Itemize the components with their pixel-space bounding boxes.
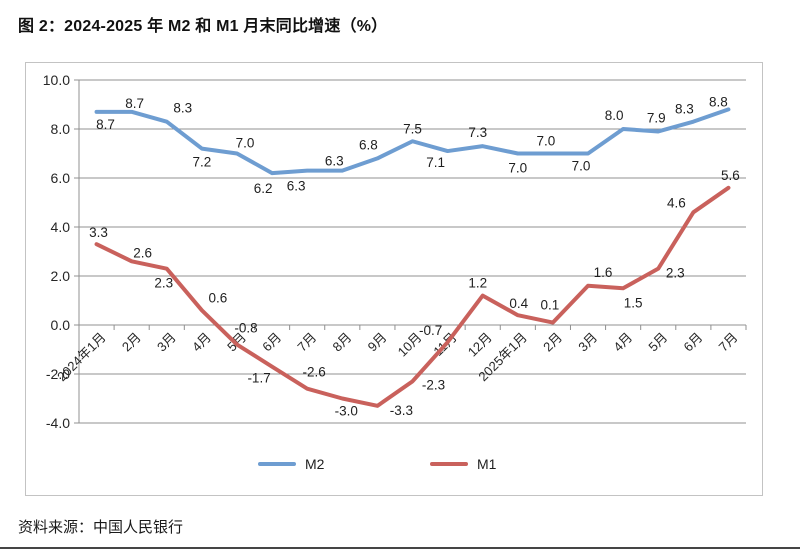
m2-data-label: 7.9 (647, 110, 666, 125)
m1-data-label: 1.5 (624, 295, 643, 310)
m2-data-label: 7.0 (572, 159, 591, 174)
m2-line (94, 107, 731, 176)
m1-data-label: 1.6 (594, 265, 613, 280)
legend-swatch-m2 (258, 462, 296, 466)
legend-item-m2[interactable]: M2 (258, 455, 324, 473)
m1-data-label: 2.6 (133, 245, 152, 260)
legend-label-m1: M1 (477, 456, 497, 472)
chart-canvas: 10.0 8.0 6.0 4.0 2.0 0.0 -2.0 -4.0 2024年1月 2月 3月 4月… (43, 72, 747, 431)
m1-data-label: -2.3 (422, 377, 445, 392)
x-axis-label: 8月 (329, 330, 354, 355)
m2-data-label: 7.0 (236, 136, 255, 151)
legend-item-m1[interactable]: M1 (430, 455, 496, 473)
m2-data-label: 8.7 (125, 96, 144, 111)
x-axis-label: 5月 (645, 330, 670, 355)
x-axis-label: 2月 (540, 330, 565, 355)
y-axis-label: 4.0 (51, 219, 71, 235)
m1-data-label: 0.1 (541, 298, 560, 313)
m1-line (94, 185, 731, 408)
m1-data-label: -0.7 (419, 323, 442, 338)
m2-data-label: 8.0 (605, 108, 624, 123)
m1-data-label: 1.2 (468, 276, 487, 291)
x-axis-label: 7月 (716, 330, 741, 355)
m2-data-label: 8.3 (173, 101, 192, 116)
m2-data-label: 7.3 (468, 125, 487, 140)
chart-legend: M2 M1 (26, 455, 762, 475)
y-axis-label: 10.0 (43, 72, 70, 88)
x-axis-label: 6月 (681, 330, 706, 355)
x-axis-label: 6月 (259, 330, 284, 355)
m1-data-label: 0.6 (208, 290, 227, 305)
m1-data-label: -1.7 (247, 371, 270, 386)
m2-data-label: 7.2 (192, 155, 211, 170)
x-axis-label: 3月 (154, 330, 179, 355)
m1-data-label: 3.3 (89, 225, 108, 240)
legend-label-m2: M2 (305, 456, 325, 472)
page-title: 图 2：2024-2025 年 M2 和 M1 月末同比增速（%） (18, 18, 388, 35)
m1-data-label: 5.6 (721, 168, 740, 183)
m2-data-label: 6.3 (325, 154, 344, 169)
bottom-rule (0, 547, 800, 549)
m1-data-label: 2.3 (666, 266, 685, 281)
m2-data-label: 8.3 (675, 102, 694, 117)
x-axis-label: 9月 (365, 330, 390, 355)
m1-data-label: 4.6 (667, 195, 686, 210)
y-axis-label: 0.0 (51, 317, 71, 333)
m2-data-label: 6.3 (287, 179, 306, 194)
m2-data-label: 6.8 (359, 137, 378, 152)
x-axis-label: 12月 (465, 330, 495, 360)
m2-data-label: 7.1 (426, 155, 445, 170)
m1-data-label: 0.4 (509, 296, 528, 311)
m1-data-label: -0.8 (234, 321, 257, 336)
x-axis-label: 2月 (119, 330, 144, 355)
source-note: 资料来源：中国人民银行 (18, 519, 184, 536)
x-axis-label: 4月 (610, 330, 635, 355)
m2-data-label: 7.0 (508, 161, 527, 176)
legend-swatch-m1 (430, 462, 468, 466)
y-axis-label: 6.0 (51, 170, 71, 186)
y-axis-label: -2.0 (46, 366, 70, 382)
m2-data-label: 7.5 (403, 121, 422, 136)
y-axis-label: 2.0 (51, 268, 71, 284)
x-axis-label: 2024年1月 (54, 330, 109, 385)
m2-data-label: 6.2 (254, 181, 273, 196)
m1-data-label: -3.0 (335, 404, 358, 419)
m1-data-label: 2.3 (154, 276, 173, 291)
m1-data-label: -3.3 (390, 403, 413, 418)
m2-data-label: 8.8 (709, 94, 728, 109)
m2-data-label: 7.0 (537, 134, 556, 149)
chart-frame: 10.0 8.0 6.0 4.0 2.0 0.0 -2.0 -4.0 2024年1月 2月 3月 4月… (25, 62, 763, 496)
x-axis-label: 3月 (575, 330, 600, 355)
y-axis-label: 8.0 (51, 121, 71, 137)
m2-data-label: 8.7 (96, 117, 115, 132)
x-axis-label: 4月 (189, 330, 214, 355)
x-axis-label: 7月 (294, 330, 319, 355)
y-axis-label: -4.0 (46, 415, 70, 431)
m1-data-label: -2.6 (303, 365, 326, 380)
